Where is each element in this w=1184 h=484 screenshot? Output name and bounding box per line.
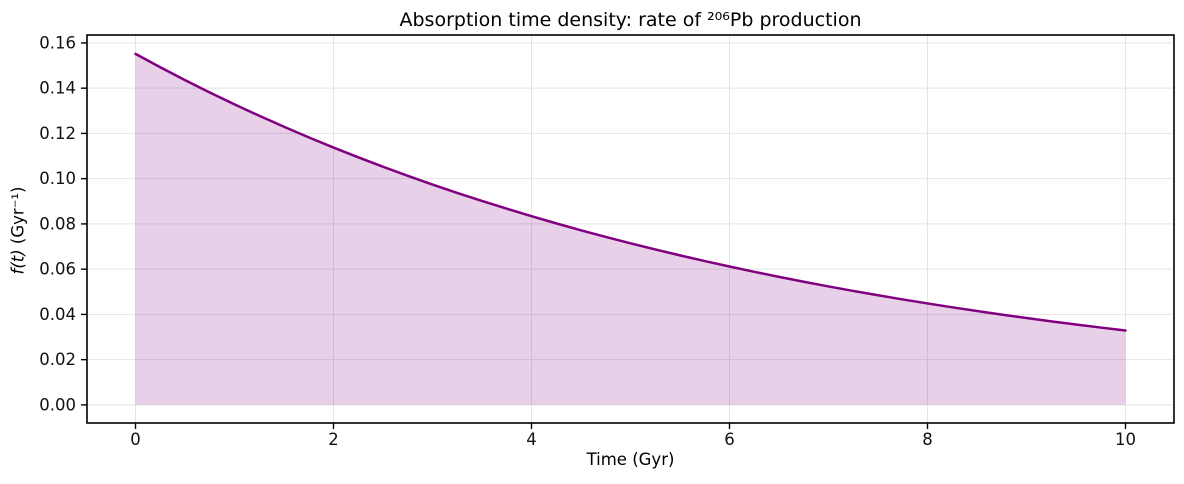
y-tick-label: 0.16 [39,33,76,52]
y-tick-label: 0.02 [39,350,76,369]
x-tick-label: 0 [130,430,141,449]
chart-title: Absorption time density: rate of ²⁰⁶Pb p… [399,9,862,31]
x-tick-label: 6 [724,430,735,449]
y-tick-label: 0.10 [39,169,76,188]
y-axis-label: f(t) (Gyr⁻¹) [9,151,28,311]
x-tick-label: 4 [526,430,537,449]
y-tick-label: 0.12 [39,124,76,143]
y-axis-label-unit: (Gyr⁻¹) [8,186,28,250]
area-fill [135,53,1126,405]
x-axis-label: Time (Gyr) [586,450,675,469]
x-tick-label: 2 [328,430,339,449]
y-tick-label: 0.04 [39,305,76,324]
y-tick-label: 0.06 [39,260,76,279]
plot-frame [86,34,1175,424]
x-tick-label: 8 [922,430,933,449]
y-tick-label: 0.00 [39,395,76,414]
density-curve [134,52,1127,332]
x-tick-label: 10 [1115,430,1136,449]
y-tick-label: 0.14 [39,79,76,98]
y-tick-label: 0.08 [39,214,76,233]
y-axis-label-math: f(t) [8,249,28,275]
